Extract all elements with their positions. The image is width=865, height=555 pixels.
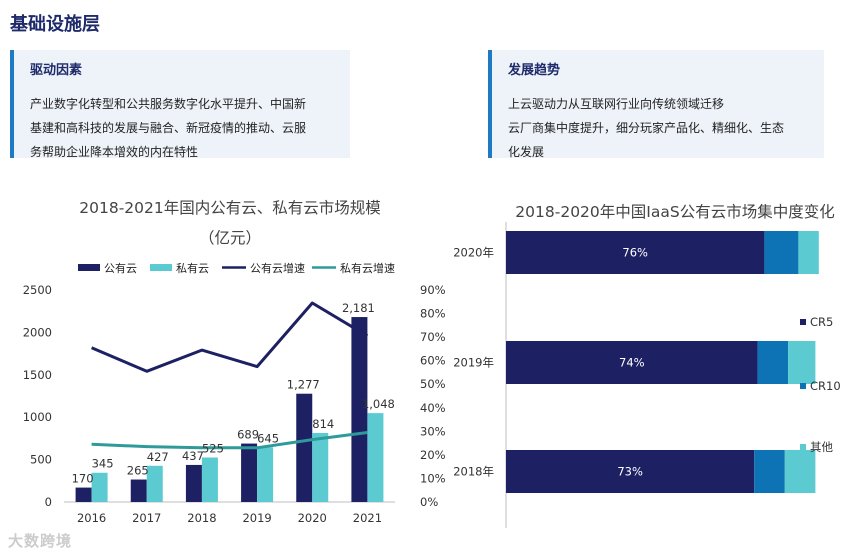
bar-public-cloud (351, 317, 368, 502)
accent-bar (10, 50, 14, 158)
legend-label: CR10 (810, 379, 841, 393)
trends-line: 云厂商集中度提升，细分玩家产品化、精细化、生态 (508, 121, 785, 135)
bar-private-cloud (312, 432, 329, 502)
legend-swatch (78, 264, 100, 271)
bar-public-cloud (130, 479, 147, 502)
line-public-cloud-growth (91, 301, 369, 373)
bar-value-label: 1,277 (287, 378, 320, 392)
y-right-tick: 50% (420, 377, 446, 391)
bar-value-label: 645 (257, 431, 279, 445)
legend-label: 私有云增速 (340, 261, 395, 275)
trends-line: 化发展 (508, 145, 545, 159)
y-right-tick: 20% (420, 448, 446, 462)
y-right-tick: 10% (420, 471, 446, 485)
y-left-tick: 2000 (23, 325, 52, 339)
legend-swatch (800, 444, 806, 450)
bar-value-label: 265 (127, 464, 149, 478)
legend-swatch (150, 264, 172, 271)
y-left-tick: 500 (30, 453, 52, 467)
page-title: 基础设施层 (10, 14, 100, 35)
bar-public-cloud (241, 443, 258, 502)
stacked-segment-cr5 (506, 450, 755, 493)
y-right-tick: 0% (420, 495, 438, 509)
bar-value-label: 1,048 (362, 397, 395, 411)
legend-label: CR5 (810, 315, 833, 329)
stacked-segment-cr10 (757, 341, 789, 384)
stacked-segment-cr5 (506, 341, 758, 384)
drivers-text: 产业数字化转型和公共服务数字化水平提升、中国新 基建和高科技的发展与融合、新冠疫… (30, 92, 306, 164)
drivers-panel: 驱动因素 产业数字化转型和公共服务数字化水平提升、中国新 基建和高科技的发展与融… (10, 50, 350, 159)
legend-label: 其他 (810, 440, 833, 454)
segment-value-label: 76% (622, 246, 648, 260)
y-right-tick: 80% (420, 307, 446, 321)
y-left-tick: 0 (45, 495, 52, 509)
bar-value-label: 437 (182, 449, 204, 463)
stacked-segment-other (788, 341, 816, 384)
bar-private-cloud (257, 447, 274, 502)
watermark: 大数跨境 (8, 532, 73, 550)
y-left-tick: 2500 (23, 283, 52, 297)
bar-value-label: 814 (312, 417, 334, 431)
bar-private-cloud (201, 457, 218, 502)
y-tick: 2020年 (453, 246, 494, 260)
bar-value-label: 689 (237, 428, 259, 442)
bar-public-cloud (75, 487, 92, 502)
x-tick: 2020 (298, 511, 327, 525)
right-chart-title: 2018-2020年中国IaaS公有云市场集中度变化 (515, 203, 835, 221)
trends-panel: 发展趋势 上云驱动力从互联网行业向传统领域迁移 云厂商集中度提升，细分玩家产品化… (488, 50, 824, 159)
segment-value-label: 74% (619, 356, 645, 370)
legend-swatch (800, 319, 806, 325)
drivers-line: 务帮助企业降本增效的内在特性 (30, 145, 199, 159)
bar-value-label: 345 (92, 457, 114, 471)
legend-label: 公有云 (104, 261, 137, 275)
bar-value-label: 525 (202, 441, 224, 455)
y-right-tick: 40% (420, 401, 446, 415)
bar-value-label: 170 (72, 472, 94, 486)
line-private-cloud-growth (91, 431, 368, 450)
drivers-line: 基建和高科技的发展与融合、新冠疫情的推动、云服 (30, 121, 307, 135)
bar-value-label: 2,181 (342, 301, 375, 315)
x-tick: 2021 (353, 511, 382, 525)
bar-private-cloud (146, 465, 163, 502)
legend-label: 公有云增速 (250, 261, 305, 275)
trends-line: 上云驱动力从互联网行业向传统领域迁移 (508, 97, 725, 111)
x-tick: 2016 (77, 511, 106, 525)
y-right-tick: 30% (420, 424, 446, 438)
x-tick: 2017 (132, 511, 161, 525)
drivers-line: 产业数字化转型和公共服务数字化水平提升、中国新 (30, 97, 307, 111)
trends-title: 发展趋势 (508, 63, 561, 78)
trends-text: 上云驱动力从互联网行业向传统领域迁移 云厂商集中度提升，细分玩家产品化、精细化、… (508, 92, 784, 164)
left-chart-title: 2018-2021年国内公有云、私有云市场规模 (79, 199, 381, 217)
bar-public-cloud (296, 393, 313, 502)
segment-value-label: 73% (617, 465, 643, 479)
stacked-segment-cr5 (506, 231, 765, 274)
x-tick: 2019 (242, 511, 271, 525)
y-tick: 2018年 (453, 465, 494, 479)
y-right-tick: 70% (420, 330, 446, 344)
bar-value-label: 427 (147, 450, 169, 464)
stacked-segment-other (784, 450, 816, 493)
bar-private-cloud (91, 472, 108, 502)
y-left-tick: 1500 (23, 368, 52, 382)
drivers-title: 驱动因素 (30, 63, 83, 78)
left-chart-unit: （亿元） (198, 229, 261, 247)
y-right-tick: 90% (420, 283, 446, 297)
bar-public-cloud (185, 464, 202, 502)
stacked-segment-cr10 (764, 231, 799, 274)
y-left-tick: 1000 (23, 410, 52, 424)
x-tick: 2018 (187, 511, 216, 525)
legend-label: 私有云 (176, 261, 209, 275)
accent-bar (488, 50, 492, 158)
bar-private-cloud (367, 413, 384, 502)
stacked-segment-cr10 (754, 450, 785, 493)
legend-swatch (800, 383, 806, 389)
stacked-segment-other (798, 231, 819, 274)
y-tick: 2019年 (453, 356, 494, 370)
y-right-tick: 60% (420, 354, 446, 368)
